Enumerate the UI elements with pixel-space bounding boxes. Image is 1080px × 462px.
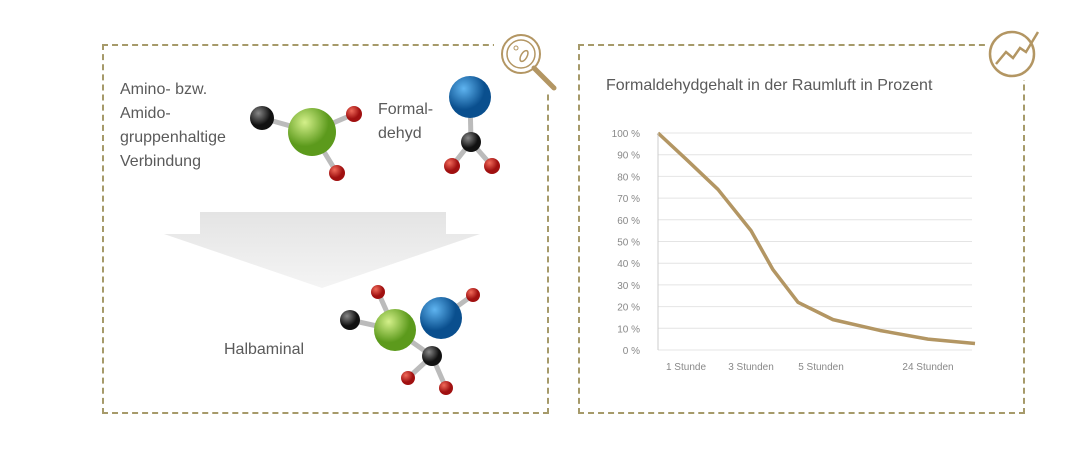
reactant2-label: Formal-dehyd	[378, 101, 434, 142]
product-label: Halbaminal	[224, 341, 305, 358]
chart-panel	[578, 44, 1025, 414]
chart-title: Formaldehydgehalt in der Raumluft in Pro…	[606, 77, 933, 94]
reactant1-label: Amino- bzw. Amido-gruppenhaltige Verbindun…	[120, 81, 226, 170]
trend-chart-circle-icon	[986, 28, 1046, 80]
reaction-panel	[102, 44, 549, 414]
magnifier-bacteria-icon	[494, 28, 564, 94]
